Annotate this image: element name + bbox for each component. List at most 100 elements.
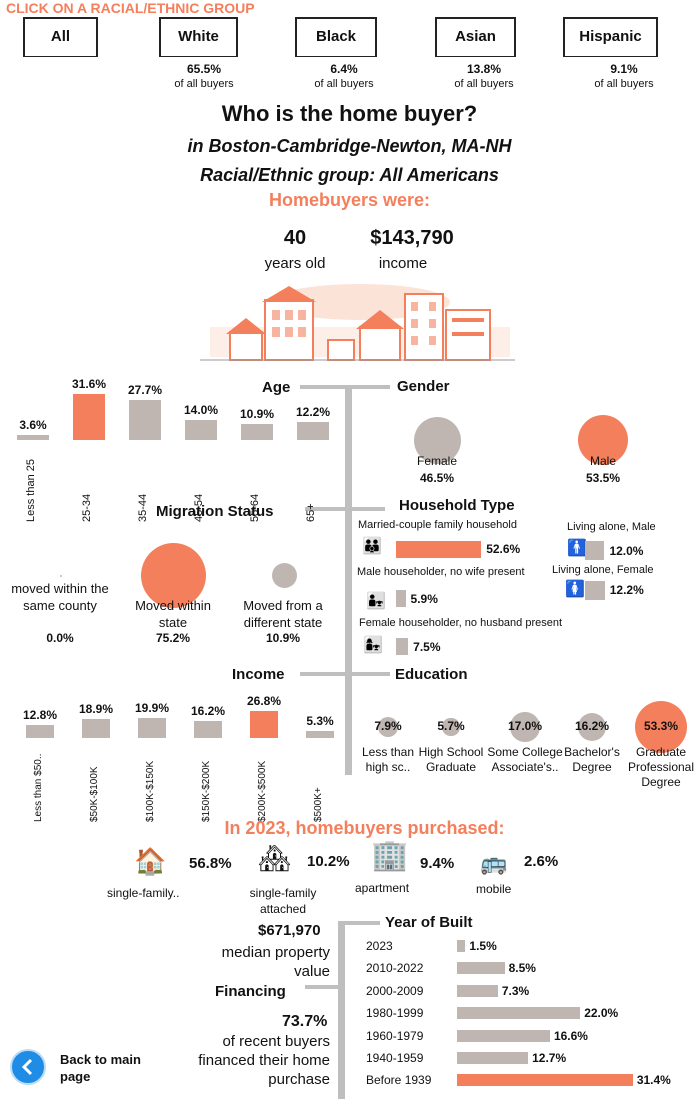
year-spine — [338, 922, 345, 1099]
migration-same-county-label: moved within the same county — [11, 581, 109, 613]
migration-household-connector — [305, 507, 385, 511]
age-gender-connector — [300, 385, 390, 389]
age-section-title: Age — [262, 379, 291, 396]
living-alone-male-bar — [585, 541, 605, 560]
income-tick-label: $200K-$500K — [257, 760, 268, 822]
age-value: 31.6% — [71, 377, 107, 392]
age-bar — [17, 434, 49, 440]
center-spine — [345, 385, 352, 775]
income-tick-label: $500K+ — [313, 787, 324, 822]
migration-same-county-value: 0.0% — [46, 631, 74, 645]
household-male-value: 5.9% — [410, 592, 438, 606]
income-bar — [26, 724, 54, 738]
education-value: 5.7% — [437, 719, 465, 733]
year-bar — [457, 1007, 581, 1020]
year-value: 22.0% — [584, 1006, 619, 1021]
gender-male-value: 53.5% — [585, 471, 621, 485]
median-age-label: years old — [264, 255, 326, 272]
apartment-icon: 🏢 — [371, 839, 409, 872]
education-label: High School Graduate — [418, 745, 484, 774]
household-female-label: Female householder, no husband present — [359, 617, 563, 629]
year-value: 1.5% — [469, 939, 497, 953]
age-bar — [129, 399, 161, 440]
age-bar — [185, 419, 217, 440]
year-built-title: Year of Built — [385, 914, 473, 931]
share-black: 6.4% of all buyers — [314, 62, 374, 90]
year-bar — [457, 940, 466, 952]
household-married-bar — [396, 541, 482, 558]
migration-different-state-value: 10.9% — [265, 631, 301, 645]
median-income-label: income — [378, 255, 428, 272]
education-section-title: Education — [395, 666, 468, 683]
page-title: Who is the home buyer? — [221, 101, 478, 126]
living-alone-female-label: Living alone, Female — [552, 564, 654, 576]
year-label: 2023 — [366, 939, 393, 953]
median-property-value: $671,970 — [258, 922, 321, 939]
income-value: 16.2% — [190, 704, 226, 719]
age-value: 10.9% — [239, 407, 275, 422]
living-alone-female-bar — [585, 581, 605, 600]
purchased-mobile-label: mobile — [476, 882, 512, 896]
education-label: Bachelor's Degree — [564, 745, 620, 774]
year-value: 31.4% — [636, 1073, 671, 1088]
household-married-value: 52.6% — [486, 542, 521, 556]
education-label: Less than high sc.. — [361, 745, 415, 774]
purchased-attached-label: single-family attached — [249, 886, 317, 916]
age-bar — [73, 394, 105, 440]
townhouse-icon: 🏘 — [258, 843, 292, 873]
share-asian: 13.8% of all buyers — [454, 62, 514, 90]
education-label: Some College Associate's.. — [487, 745, 563, 774]
year-bar — [457, 962, 505, 975]
education-circle — [442, 718, 460, 736]
age-tick-label: 35-44 — [137, 493, 149, 522]
living-alone-female-value: 12.2% — [609, 583, 644, 597]
woman-icon: 🚺 — [565, 581, 585, 598]
year-connector — [338, 921, 380, 925]
education-value: 16.2% — [574, 719, 610, 733]
purchased-mobile-value: 2.6% — [524, 853, 559, 870]
migration-within-state-circle — [141, 543, 206, 608]
income-tick-label: $100K-$150K — [145, 760, 156, 822]
group-line: Racial/Ethnic group: All Americans — [200, 165, 499, 185]
share-white: 65.5% of all buyers — [174, 62, 234, 90]
gender-section-title: Gender — [397, 378, 450, 395]
financing-title: Financing — [215, 983, 286, 1000]
education-circle — [577, 712, 607, 742]
year-label: 1980-1999 — [366, 1006, 424, 1021]
group-button-asian[interactable]: Asian — [435, 17, 516, 57]
migration-within-state-value: 75.2% — [155, 631, 191, 645]
education-label: Graduate Professional Degree — [627, 745, 695, 789]
group-button-black[interactable]: Black — [295, 17, 377, 57]
group-button-all[interactable]: All — [23, 17, 98, 57]
income-tick-label: $150K-$200K — [201, 760, 212, 822]
age-value: 14.0% — [183, 402, 219, 417]
back-button-label[interactable]: Back to main page — [60, 1052, 141, 1084]
education-circle — [510, 712, 540, 742]
gender-female-label: Female — [416, 454, 457, 468]
household-married-label: Married-couple family household — [358, 519, 517, 531]
household-female-value: 7.5% — [413, 640, 441, 654]
income-bar — [250, 710, 278, 738]
age-tick-label: 65+ — [305, 503, 317, 522]
year-value: 16.6% — [553, 1028, 588, 1043]
age-value: 12.2% — [295, 405, 331, 420]
group-button-white[interactable]: White — [159, 17, 238, 57]
income-bar — [82, 718, 110, 738]
migration-different-state-label: Moved from a different state — [243, 598, 323, 630]
income-education-connector — [300, 672, 390, 676]
female-householder-icon: 👩‍👧 — [363, 637, 383, 654]
year-bar — [457, 1074, 633, 1087]
living-alone-male-value: 12.0% — [609, 544, 644, 558]
age-bar — [241, 424, 273, 440]
age-tick-label: 25-34 — [81, 493, 93, 522]
back-button[interactable] — [10, 1049, 46, 1085]
living-alone-male-label: Living alone, Male — [567, 521, 656, 533]
migration-same-county-circle — [60, 575, 62, 577]
mobile-home-icon: 🚌 — [480, 850, 508, 875]
homebuyers-were-heading: Homebuyers were: — [268, 190, 431, 210]
age-tick-label: Less than 25 — [25, 459, 37, 522]
household-male-label: Male householder, no wife present — [357, 566, 525, 578]
group-button-hispanic[interactable]: Hispanic — [563, 17, 658, 57]
year-bar — [457, 1052, 529, 1064]
year-bar — [457, 1029, 550, 1042]
